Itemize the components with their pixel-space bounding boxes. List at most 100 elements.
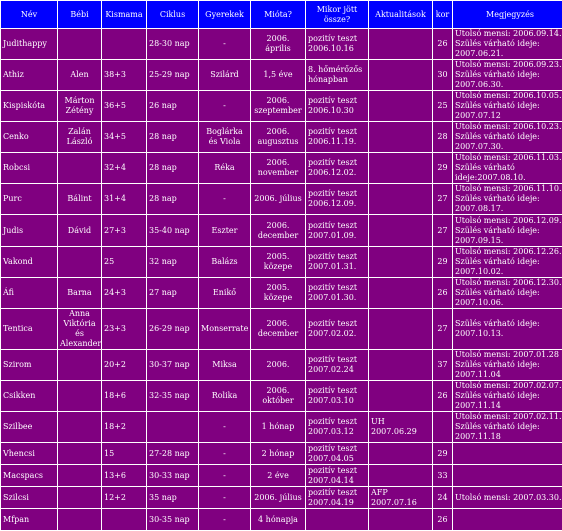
cell-ciklus: 27-28 nap <box>147 443 198 464</box>
cell-kor: 29 <box>433 443 452 464</box>
cell-megjegyzes <box>453 465 562 486</box>
cell-gyerekek: Balázs <box>199 247 250 277</box>
cell-gyerekek: - <box>199 412 250 442</box>
cell-ciklus: 35 nap <box>147 487 198 508</box>
cell-miota: 2006. december <box>251 309 305 349</box>
cell-nev: Purc <box>1 184 57 214</box>
cell-aktualitasok <box>369 278 432 308</box>
cell-kor: 29 <box>433 247 452 277</box>
cell-bebi: Alen <box>58 60 101 90</box>
cell-miota: 2006. <box>251 350 305 380</box>
cell-ciklus: 28-30 nap <box>147 29 198 59</box>
cell-nev: Robcsi <box>1 153 57 183</box>
col-header-megjegyzes: Megjegyzés <box>453 1 562 28</box>
table-row: Robcsi 32+4 28 nap Réka 2006. november pozití… <box>1 153 562 183</box>
cell-miota: 2006. december <box>251 215 305 246</box>
cell-aktualitasok <box>369 184 432 214</box>
col-header-bebi: Bébi <box>58 1 101 28</box>
table-row: Áfi Barna 24+3 27 nap Enikő 2005. közepe pozit… <box>1 278 562 308</box>
cell-kor <box>433 412 452 442</box>
cell-nev: Cenko <box>1 122 57 152</box>
cell-mikor: pozitív teszt 2006.12.09. <box>306 184 368 214</box>
cell-aktualitasok <box>369 443 432 464</box>
cell-nev: Macspacs <box>1 465 57 486</box>
col-header-kismama: Kismama <box>102 1 146 28</box>
table-row: Csikken 18+6 32-35 nap Rolika 2006. október p… <box>1 381 562 411</box>
table-row: Vakond 25 32 nap Balázs 2005. közepe pozitív … <box>1 247 562 277</box>
cell-ciklus: 27 nap <box>147 278 198 308</box>
cell-megjegyzes: Utolsó mensi: 2006.10.23. Szülés várható… <box>453 122 562 152</box>
table-row: Macspacs 13+6 30-33 nap -2 éve pozitív teszt… <box>1 465 562 486</box>
cell-gyerekek: - <box>199 29 250 59</box>
cell-mikor: pozitív teszt 2007.04.05 <box>306 443 368 464</box>
cell-megjegyzes: Utolsó mensi: 2006.09.23. Szülés várható… <box>453 60 562 90</box>
cell-mikor <box>306 509 368 530</box>
cell-miota: 2006. szeptember <box>251 91 305 121</box>
cell-kismama: 20+2 <box>102 350 146 380</box>
cell-kor: 33 <box>433 465 452 486</box>
cell-ciklus: 32 nap <box>147 247 198 277</box>
cell-mikor: 8. hőmérőzős hónapban <box>306 60 368 90</box>
cell-gyerekek: Enikő <box>199 278 250 308</box>
col-header-ciklus: Ciklus <box>147 1 198 28</box>
cell-nev: Szilcsi <box>1 487 57 508</box>
cell-aktualitasok <box>369 350 432 380</box>
cell-aktualitasok <box>369 122 432 152</box>
cell-kismama: 18+6 <box>102 381 146 411</box>
cell-kismama <box>102 29 146 59</box>
table-row: Tentica Anna Viktória és Alexander 23+3 26-… <box>1 309 562 349</box>
cell-kor: 29 <box>433 153 452 183</box>
cell-megjegyzes: Utolsó mensi: 2007.02.07. Szülés várható… <box>453 381 562 411</box>
cell-miota: 2005. közepe <box>251 247 305 277</box>
cell-gyerekek: Eszter <box>199 215 250 246</box>
cell-miota: 2 éve <box>251 465 305 486</box>
cell-miota: 2005. közepe <box>251 278 305 308</box>
cell-miota: 2006. augusztus <box>251 122 305 152</box>
cell-kismama: 31+4 <box>102 184 146 214</box>
cell-ciklus: 28 nap <box>147 122 198 152</box>
cell-miota: 2006. július <box>251 487 305 508</box>
cell-mikor: pozitív teszt 2007.01.31. <box>306 247 368 277</box>
cell-kismama: 15 <box>102 443 146 464</box>
cell-aktualitasok <box>369 60 432 90</box>
cell-bebi <box>58 487 101 508</box>
cell-miota: 2006. július <box>251 184 305 214</box>
cell-miota: 2006. április <box>251 29 305 59</box>
cell-kismama: 13+6 <box>102 465 146 486</box>
cell-kor: 25 <box>433 91 452 121</box>
cell-ciklus: 26 nap <box>147 91 198 121</box>
cell-ciklus: 25-29 nap <box>147 60 198 90</box>
cell-bebi: Barna <box>58 278 101 308</box>
cell-aktualitasok <box>369 247 432 277</box>
cell-megjegyzes: Utolsó mensi: 2006.12.09. Szülés várható… <box>453 215 562 246</box>
cell-kismama: 24+3 <box>102 278 146 308</box>
cell-nev: Csikken <box>1 381 57 411</box>
cell-nev: Judithappy <box>1 29 57 59</box>
cell-kor: 26 <box>433 278 452 308</box>
cell-kismama: 12+2 <box>102 487 146 508</box>
cell-kor: 26 <box>433 509 452 530</box>
cell-bebi <box>58 247 101 277</box>
cell-kismama: 18+2 <box>102 412 146 442</box>
cell-megjegyzes: Utolsó mensi: 2007.02.11. Szülés várható… <box>453 412 562 442</box>
cell-gyerekek: Boglárka és Viola <box>199 122 250 152</box>
table-row: Judithappy 28-30 nap -2006. április pozitív… <box>1 29 562 59</box>
cell-mikor: pozitív teszt 2006.10.30 <box>306 91 368 121</box>
cell-aktualitasok <box>369 381 432 411</box>
table-row: Szirom 20+2 30-37 nap Miksa 2006. pozitív tes… <box>1 350 562 380</box>
cell-gyerekek: - <box>199 184 250 214</box>
cell-ciklus: 35-40 nap <box>147 215 198 246</box>
cell-bebi <box>58 443 101 464</box>
table-row: Purc Bálint 31+4 28 nap -2006. július pozitív… <box>1 184 562 214</box>
cell-mikor: pozitív teszt 2006.11.19. <box>306 122 368 152</box>
cell-kismama: 25 <box>102 247 146 277</box>
cell-kismama: 38+3 <box>102 60 146 90</box>
cell-megjegyzes: Utolsó mensi: 2006.09.14. Szülés várható… <box>453 29 562 59</box>
cell-mikor: pozitív teszt 2007.04.19 <box>306 487 368 508</box>
table-body: Judithappy 28-30 nap -2006. április pozitív… <box>1 29 562 530</box>
cell-mikor: pozitív teszt 2007.04.14 <box>306 465 368 486</box>
table-row: Cenko Zalán László 34+5 28 nap Boglárka és V… <box>1 122 562 152</box>
cell-kor: 28 <box>433 122 452 152</box>
cell-kismama <box>102 509 146 530</box>
